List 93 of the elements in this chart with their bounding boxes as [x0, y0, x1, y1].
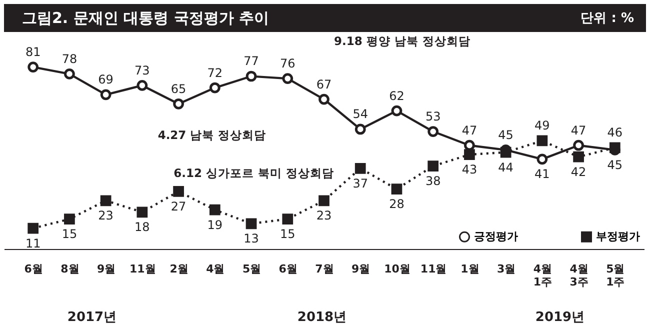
annotation: 4.27 남북 정상회담: [158, 128, 266, 142]
x-tick-label: 6월: [278, 262, 298, 276]
point: [209, 204, 220, 216]
data-label: 53: [425, 110, 441, 124]
point: [464, 140, 475, 151]
data-label: 45: [498, 128, 514, 142]
data-label: 76: [280, 56, 296, 71]
point: [173, 186, 184, 197]
data-label: 62: [389, 88, 404, 103]
legend-label: 긍정평가: [474, 230, 518, 243]
point: [64, 214, 75, 224]
chart-subtitle: 단위 : %: [580, 10, 634, 27]
data-label: 49: [534, 118, 550, 133]
point: [173, 98, 184, 110]
point: [136, 80, 148, 91]
data-label: 11: [25, 236, 41, 250]
point: [536, 135, 548, 146]
x-tick-label: 5월: [242, 262, 262, 276]
data-label: 28: [389, 197, 404, 212]
x-tick-label: 6월: [24, 262, 43, 276]
point: [500, 146, 512, 158]
point: [464, 149, 475, 160]
data-label: 13: [244, 232, 259, 246]
x-tick-label: 5월 1주: [606, 262, 625, 288]
data-label: 67: [316, 77, 332, 92]
data-label: 23: [98, 208, 114, 223]
data-label: 54: [352, 107, 368, 122]
point: [246, 70, 257, 82]
data-label: 46: [607, 126, 623, 140]
data-label: 19: [207, 218, 223, 232]
point: [28, 222, 39, 234]
point: [209, 82, 220, 94]
point: [609, 142, 620, 154]
annotation: 6.12 싱가포르 북미 정상회담: [174, 166, 334, 180]
point: [282, 73, 294, 84]
x-tick-label: 1월: [460, 262, 480, 276]
data-label: 69: [98, 72, 114, 87]
point: [391, 184, 402, 195]
data-label: 27: [170, 199, 186, 214]
text: 2018년: [297, 310, 347, 325]
x-tick-label: 4월 3주: [570, 262, 588, 288]
data-label: 37: [352, 176, 368, 190]
data-label: 43: [462, 162, 478, 177]
point: [100, 195, 112, 206]
point: [318, 195, 330, 206]
data-label: 23: [316, 208, 332, 223]
text: 2017년: [67, 310, 117, 325]
data-label: 15: [62, 227, 78, 242]
point: [428, 160, 439, 172]
data-label: 78: [62, 52, 78, 66]
x-tick-label: 7월: [315, 262, 334, 276]
text: 9.18 평양 남북 정상회담: [334, 34, 470, 48]
data-label: 41: [534, 167, 550, 182]
point: [428, 126, 439, 137]
x-tick-label: 9월: [352, 262, 370, 276]
data-label: 15: [280, 227, 296, 242]
data-label: 47: [462, 123, 478, 138]
legend-label: 부정평가: [596, 230, 640, 243]
data-label: 42: [570, 164, 586, 179]
data-label: 18: [134, 220, 150, 234]
point: [282, 214, 294, 224]
point: [100, 89, 112, 100]
data-label: 72: [207, 66, 223, 80]
point: [354, 162, 366, 174]
data-label: 44: [498, 160, 514, 174]
point: [64, 68, 75, 80]
x-tick-label: 4월: [206, 262, 225, 276]
x-tick-label: 4월 1주: [533, 262, 552, 288]
point: [318, 94, 330, 105]
point: [136, 206, 148, 218]
point: [354, 124, 366, 135]
data-label: 73: [134, 63, 150, 78]
chart-title: 그림2. 문재인 대통령 국정평가 추이: [22, 8, 270, 28]
data-label: 45: [607, 158, 623, 172]
x-tick-label: 2월: [170, 262, 188, 276]
x-tick-label: 10월: [384, 262, 410, 276]
point: [28, 62, 39, 72]
data-label: 38: [425, 174, 441, 188]
point: [573, 151, 584, 162]
point: [573, 140, 584, 151]
text: 2019년: [535, 310, 585, 325]
data-label: 77: [244, 54, 259, 68]
data-label: 81: [25, 45, 41, 60]
data-label: 47: [570, 123, 586, 138]
point: [246, 218, 257, 230]
x-tick-label: 8월: [60, 262, 80, 276]
x-tick-label: 9월: [96, 262, 116, 276]
point: [391, 105, 402, 116]
x-tick-label: 11월: [420, 262, 447, 276]
point: [536, 154, 548, 165]
x-tick-label: 3월: [496, 262, 516, 276]
x-tick-label: 11월: [130, 262, 156, 276]
data-label: 65: [170, 82, 186, 96]
